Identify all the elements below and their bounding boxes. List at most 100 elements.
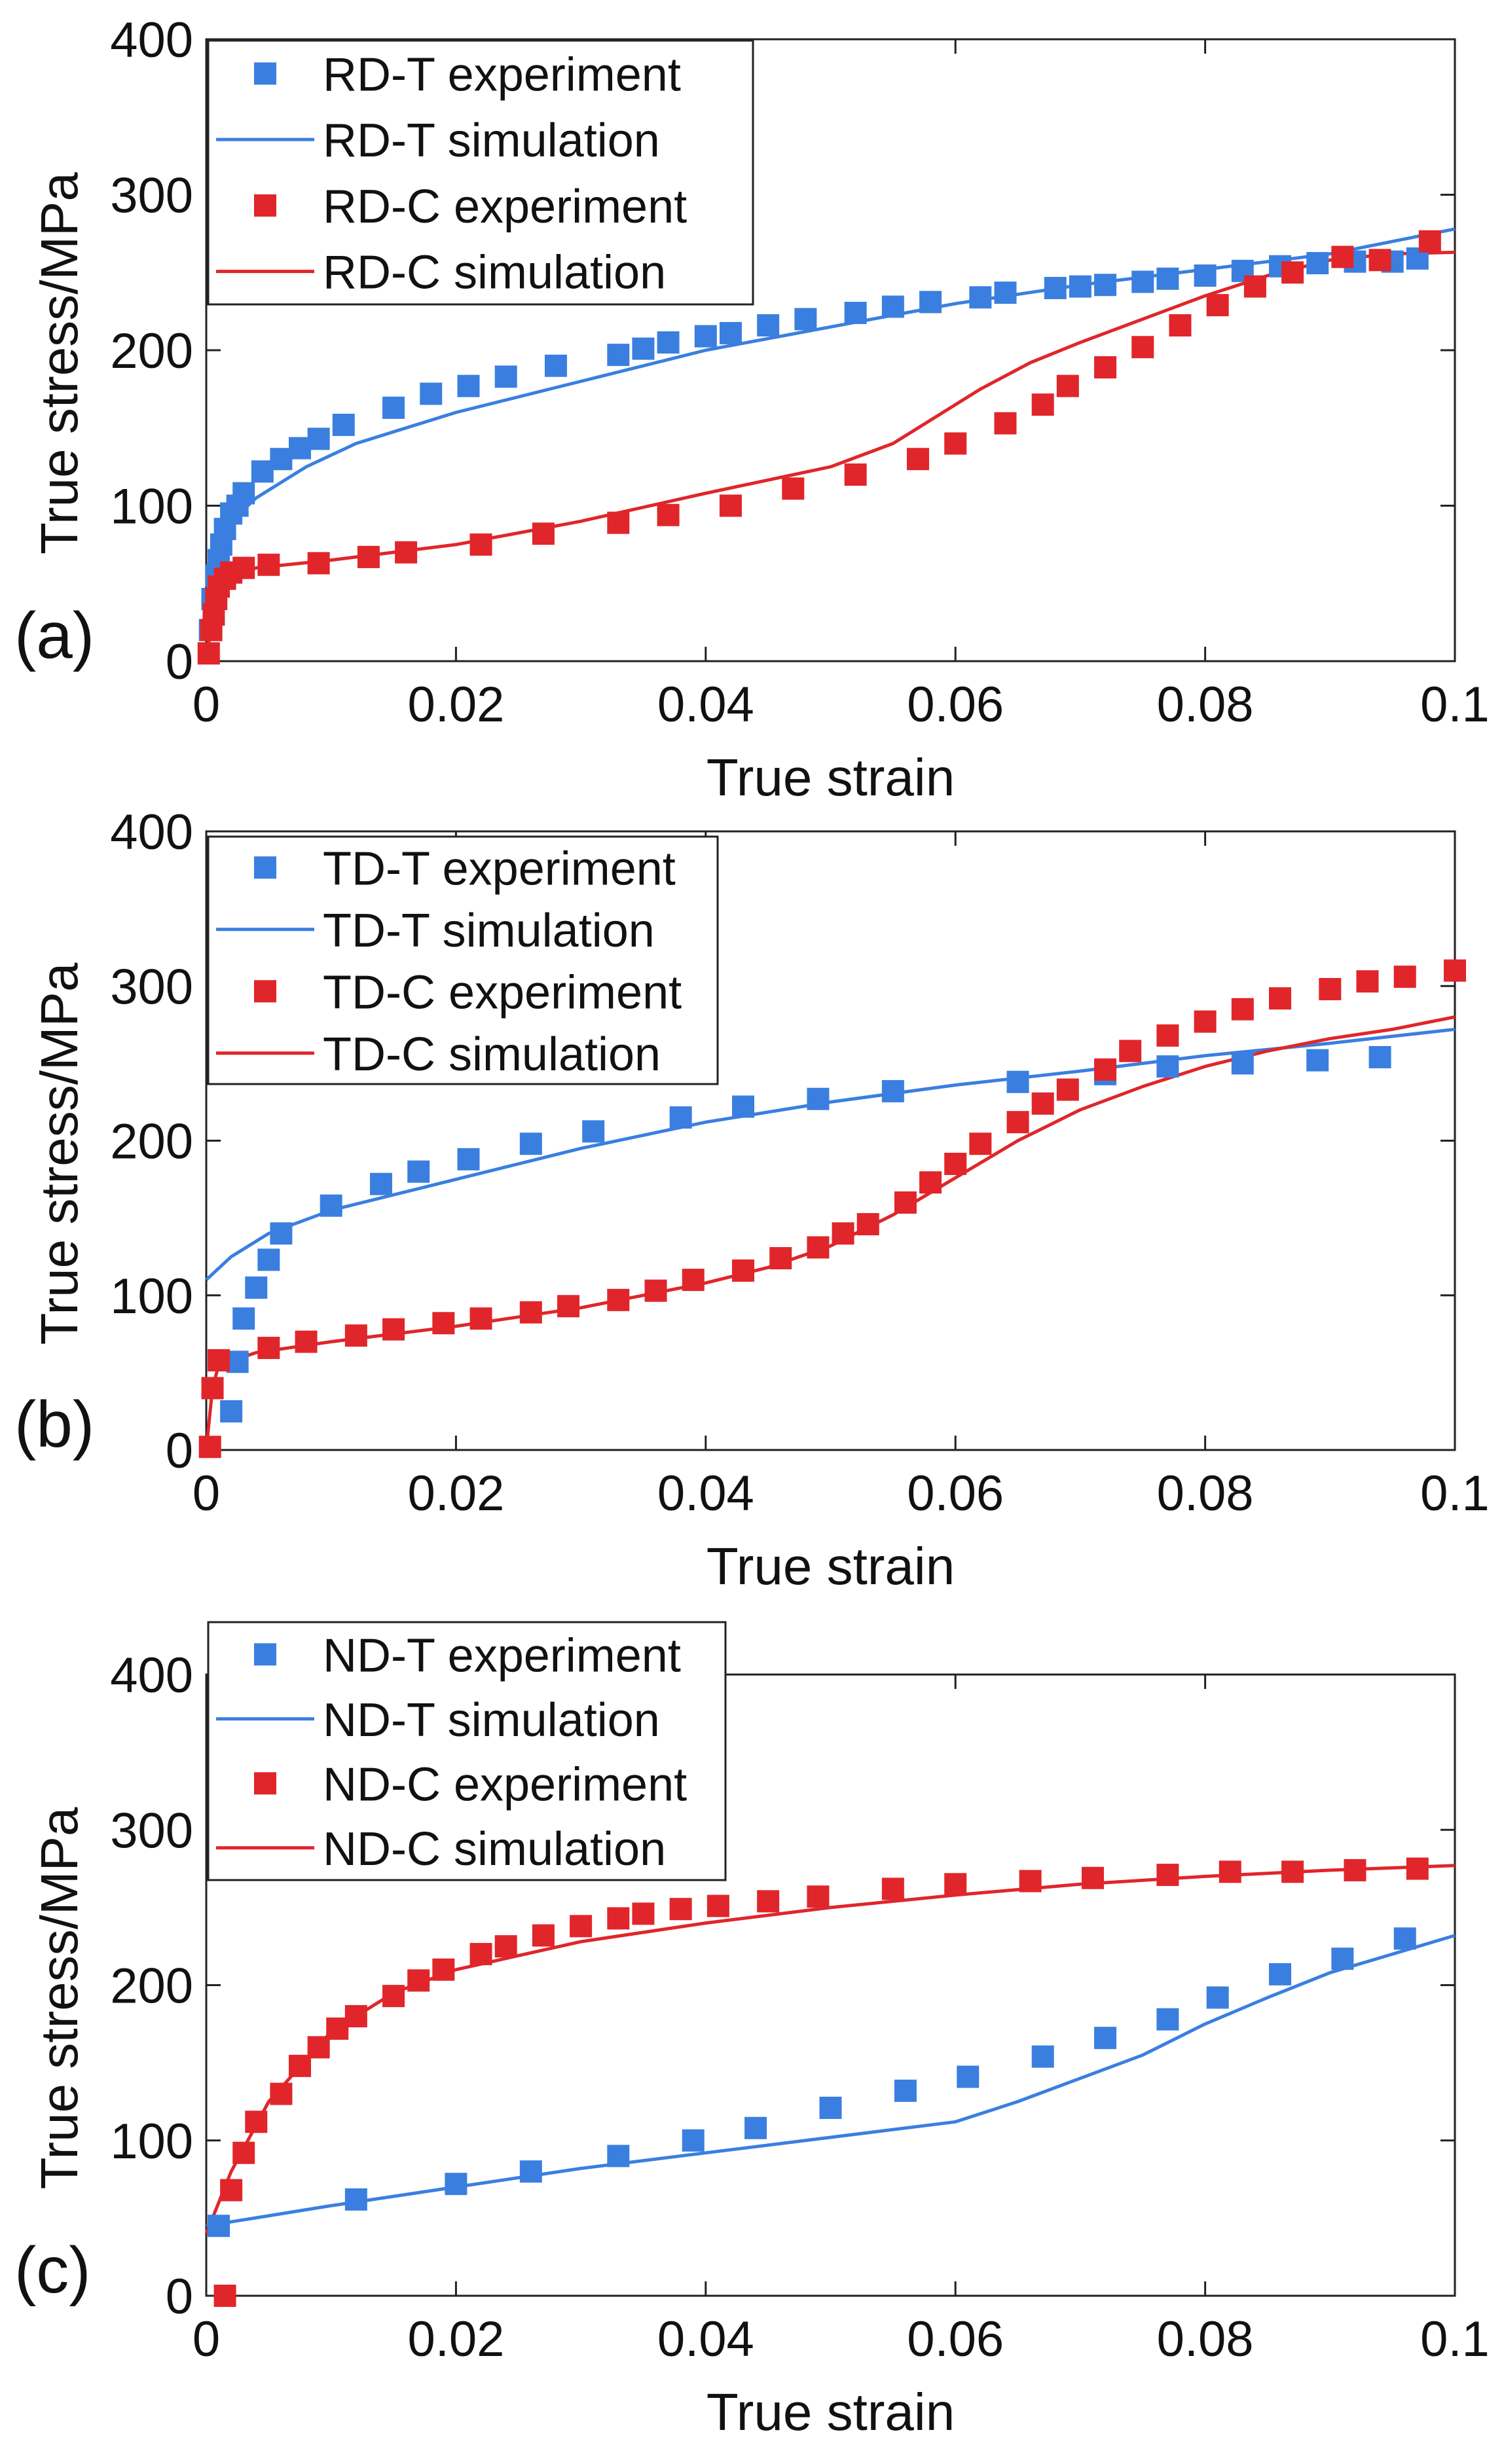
chart-3-legend-nd-c-simulation-label: ND-C simulation — [323, 1823, 666, 1875]
chart-3-series-nd-c-experiment-point — [706, 1894, 729, 1917]
chart-2-series-td-c-experiment-point — [295, 1330, 318, 1353]
chart-2-legend-td-t-simulation-label: TD-T simulation — [323, 905, 655, 957]
chart-1-series-rd-c-experiment-point — [1131, 336, 1154, 359]
chart-2-series-td-t-experiment-point — [807, 1087, 830, 1110]
chart-3-series-nd-t-experiment-point — [344, 2188, 367, 2211]
chart-2-series-td-c-experiment-point — [732, 1259, 755, 1282]
chart-2-series-td-t-experiment-point — [732, 1095, 755, 1118]
chart-3-series-nd-c-experiment-point — [881, 1877, 904, 1900]
chart-3-series-nd-c-experiment-point — [232, 2141, 255, 2164]
chart-3-series-nd-c-experiment-point — [307, 2036, 330, 2059]
chart-2-series-td-c-experiment-point — [1056, 1078, 1079, 1101]
chart-2-series-td-t-experiment-point — [220, 1400, 243, 1422]
chart-2-series-td-t-experiment-point — [270, 1222, 293, 1245]
chart-3-series-nd-c-experiment-point — [1344, 1858, 1366, 1881]
chart-3-y-tick-label: 400 — [110, 1648, 193, 1703]
chart-2-y-tick-label: 200 — [110, 1114, 193, 1170]
chart-3: 0 0.02 0.04 0.06 0.08 0.1 0 100 200 300 400 True st… — [14, 1621, 1490, 2441]
chart-1-series-rd-t-experiment-point — [757, 314, 780, 336]
chart-3-panel-label: (c) — [14, 2234, 91, 2307]
chart-1-x-tick-label: 0.06 — [907, 677, 1004, 733]
chart-1-series-rd-t-experiment — [198, 247, 1429, 642]
chart-1-legend-rd-t-experiment-swatch — [254, 62, 276, 85]
chart-1-legend-rd-c-simulation-label: RD-C simulation — [323, 247, 666, 299]
chart-1-series-rd-c-experiment-point — [307, 552, 330, 575]
chart-3-series-nd-c-experiment-point — [213, 2285, 236, 2307]
chart-1-legend-rd-t-simulation-label: RD-T simulation — [323, 115, 660, 167]
chart-2-x-axis-label: True strain — [706, 1537, 955, 1595]
chart-3-series-nd-t-experiment-point — [1206, 1986, 1229, 2009]
chart-2-series-td-c-experiment-point — [1319, 977, 1342, 1000]
chart-2-series-td-c-experiment-point — [1231, 998, 1254, 1021]
chart-3-x-tick-label: 0.06 — [907, 2311, 1004, 2367]
chart-3-legend-nd-t-experiment-label: ND-T experiment — [323, 1629, 681, 1682]
chart-2-series-td-t-experiment-point — [1006, 1070, 1029, 1093]
chart-2-y-tick-label: 100 — [110, 1269, 193, 1324]
chart-3-series-nd-t-experiment — [208, 1927, 1416, 2238]
chart-3-series-nd-c-experiment-point — [944, 1873, 967, 1896]
chart-1-series-rd-t-experiment-point — [1156, 267, 1179, 290]
chart-2-x-tick-label: 0 — [193, 1466, 220, 1521]
chart-3-series-nd-c-experiment-point — [1281, 1860, 1304, 1883]
chart-3-series-nd-c-experiment — [213, 1857, 1429, 2307]
chart-1-series-rd-t-experiment-point — [332, 414, 355, 436]
chart-1-legend: RD-T experiment RD-T simulation RD-C exper… — [207, 39, 754, 306]
chart-2-series-td-t-experiment-point — [582, 1120, 605, 1143]
chart-3-series-nd-c-experiment-point — [432, 1958, 455, 1981]
chart-1-series-rd-c-experiment-point — [1056, 374, 1079, 397]
chart-2-series-td-c-experiment-point — [208, 1349, 230, 1371]
chart-1-y-tick-label: 200 — [110, 323, 193, 379]
chart-1-legend-rd-c-experiment-label: RD-C experiment — [323, 181, 687, 233]
chart-1-series-rd-t-experiment-point — [607, 344, 630, 367]
chart-1-series-rd-c-experiment-point — [1281, 261, 1304, 284]
chart-2-series-td-c-experiment-point — [607, 1288, 630, 1311]
chart-1-series-rd-c-experiment-point — [1094, 356, 1117, 379]
chart-1-series-rd-t-experiment-point — [457, 374, 480, 397]
chart-1-series-rd-t-experiment-point — [994, 281, 1017, 304]
chart-2-series-td-c-experiment-point — [832, 1222, 854, 1245]
chart-1-x-tick-label: 0.04 — [657, 677, 754, 733]
chart-1-series-rd-c-simulation-line — [204, 250, 1456, 662]
chart-1-series-rd-t-experiment-point — [919, 291, 942, 314]
chart-2-series-td-t-experiment-point — [669, 1106, 692, 1129]
chart-3-series-nd-c-experiment-point — [1156, 1864, 1179, 1887]
chart-2-series-td-c-experiment-point — [432, 1312, 455, 1335]
chart-1-series-rd-t-experiment-point — [494, 365, 517, 388]
chart-2-series-td-t-experiment — [220, 1045, 1391, 1422]
chart-2-series-td-t-experiment-point — [320, 1194, 342, 1217]
chart-3-series-nd-c-experiment-point — [289, 2054, 312, 2077]
chart-2-series-td-t-experiment-point — [1156, 1055, 1179, 1078]
chart-1-series-rd-t-experiment-point — [1069, 275, 1091, 298]
chart-3-series-nd-t-simulation-line — [206, 1934, 1456, 2228]
chart-1: 0 0.02 0.04 0.06 0.08 0.1 0 100 200 300 400 True st… — [14, 12, 1490, 806]
chart-3-x-axis-label: True strain — [706, 2383, 955, 2441]
chart-1-series-rd-t-experiment-point — [881, 295, 904, 318]
chart-1-series-rd-c-experiment-point — [257, 553, 280, 576]
chart-2-series-td-c-experiment-point — [1006, 1111, 1029, 1134]
chart-1-series-rd-c-experiment-point — [1206, 294, 1229, 317]
chart-3-series-nd-c-simulation — [204, 1864, 1456, 2235]
chart-2-series-td-c-experiment-point — [1356, 970, 1379, 993]
chart-1-x-tick-label: 0 — [193, 677, 220, 733]
chart-1-series-rd-c-experiment-point — [1169, 314, 1192, 336]
chart-1-series-rd-c-experiment-point — [357, 545, 380, 568]
chart-1-series-rd-c-experiment — [197, 230, 1441, 665]
chart-1-legend-rd-t-experiment-label: RD-T experiment — [323, 48, 681, 101]
chart-1-series-rd-t-experiment-point — [969, 286, 992, 309]
chart-3-x-tick-label: 0.02 — [407, 2311, 504, 2367]
chart-2-x-tick-label: 0.06 — [907, 1466, 1004, 1521]
chart-3-series-nd-c-experiment-point — [757, 1890, 780, 1913]
chart-1-y-axis-label: True stress/MPa — [30, 172, 88, 554]
chart-1-series-rd-c-experiment-point — [1368, 249, 1391, 272]
chart-2-series-td-c-experiment — [198, 959, 1466, 1458]
chart-1-series-rd-c-experiment-point — [1331, 245, 1354, 268]
chart-1-series-rd-t-experiment-point — [632, 337, 655, 360]
chart-2-legend-td-t-experiment-label: TD-T experiment — [323, 842, 676, 895]
chart-3-series-nd-c-experiment-point — [1081, 1866, 1104, 1889]
chart-3-series-nd-c-experiment-point — [270, 2082, 293, 2105]
chart-1-series-rd-c-experiment-point — [1418, 230, 1441, 253]
chart-2-series-td-t-experiment-point — [257, 1248, 280, 1271]
chart-2-series-td-c-experiment-point — [557, 1295, 580, 1318]
chart-2-series-td-c-experiment-point — [1393, 966, 1416, 988]
chart-2-series-td-c-experiment-point — [519, 1301, 542, 1324]
